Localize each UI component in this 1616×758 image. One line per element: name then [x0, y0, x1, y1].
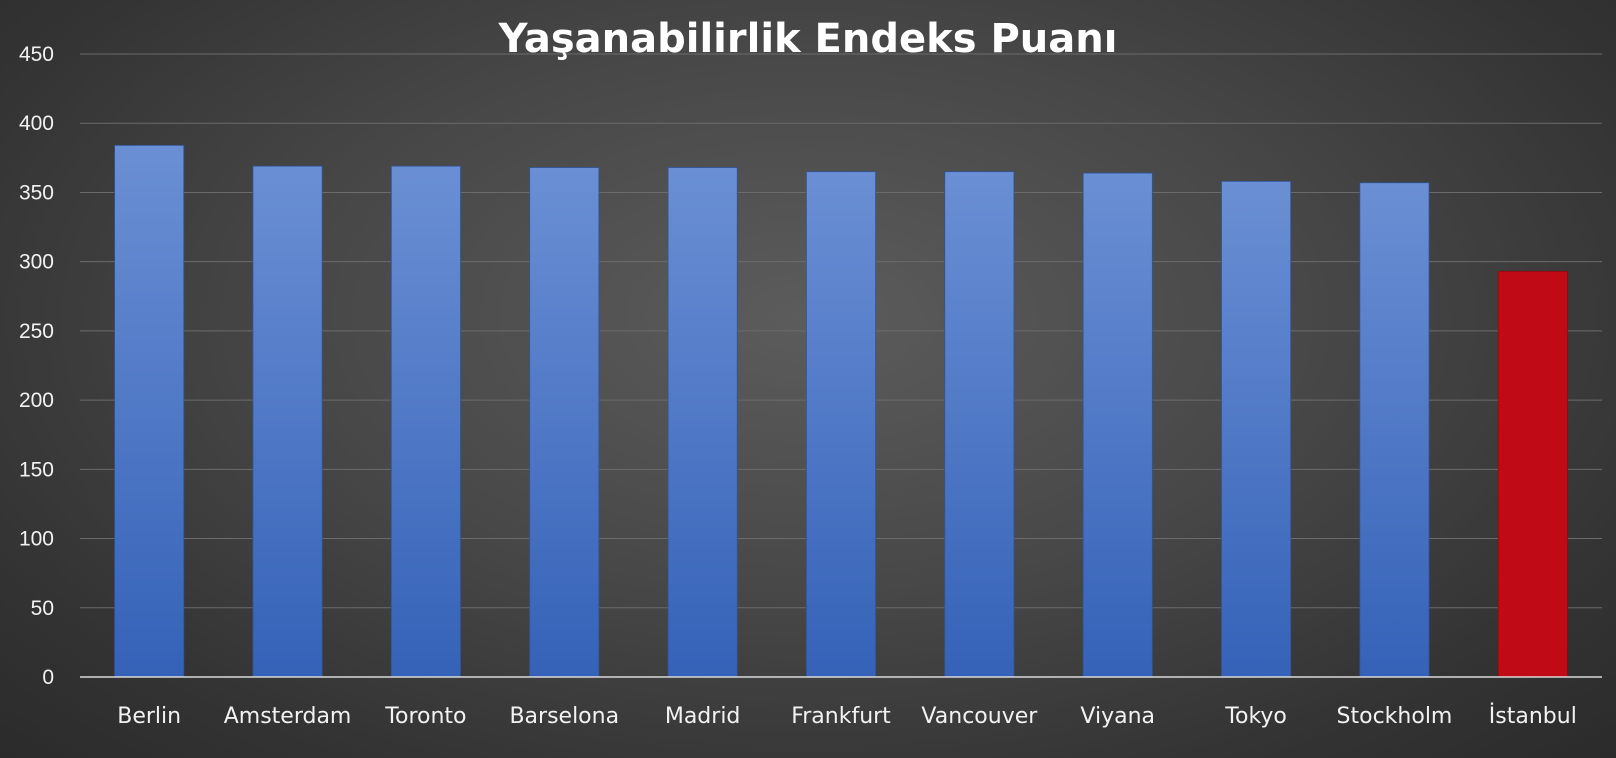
y-tick-label: 250 [19, 320, 54, 343]
bar-madrid [667, 167, 738, 678]
bar-i-stanbul [1497, 270, 1568, 678]
bar-viyana [1082, 172, 1153, 678]
bar-barselona [529, 167, 600, 678]
bar-toronto [390, 165, 461, 678]
x-tick-label: Vancouver [921, 704, 1038, 729]
y-tick-label: 50 [31, 597, 54, 620]
y-tick-label: 0 [42, 666, 54, 689]
y-tick-label: 200 [19, 389, 54, 412]
y-tick-label: 400 [19, 112, 54, 135]
y-tick-label: 350 [19, 181, 54, 204]
x-tick-label: Madrid [665, 704, 741, 729]
y-tick-label: 450 [19, 43, 54, 66]
x-tick-label: Berlin [117, 704, 181, 729]
x-tick-label: Viyana [1080, 704, 1155, 729]
y-tick-label: 100 [19, 528, 54, 551]
y-axis-ticks: 0 50 100 150 200 250 300 350 400 450 [19, 43, 54, 689]
bar-tokyo [1221, 180, 1292, 678]
x-tick-label: Frankfurt [791, 704, 891, 729]
bar-vancouver [944, 171, 1015, 678]
chart-title: Yaşanabilirlik Endeks Puanı [498, 16, 1118, 62]
bar-amsterdam [252, 165, 323, 678]
x-tick-label: Stockholm [1337, 704, 1453, 729]
x-tick-label: İstanbul [1489, 703, 1577, 729]
x-tick-label: Toronto [384, 704, 466, 729]
x-tick-label: Amsterdam [224, 704, 352, 729]
bar-stockholm [1359, 182, 1430, 678]
y-tick-label: 150 [19, 458, 54, 481]
bars [114, 144, 1568, 678]
x-axis-labels: Berlin Amsterdam Toronto Barselona Madrid Fra… [117, 703, 1577, 729]
x-tick-label: Barselona [509, 704, 619, 729]
bar-berlin [114, 144, 185, 678]
y-tick-label: 300 [19, 251, 54, 274]
bar-frankfurt [806, 171, 876, 678]
x-tick-label: Tokyo [1224, 704, 1287, 729]
